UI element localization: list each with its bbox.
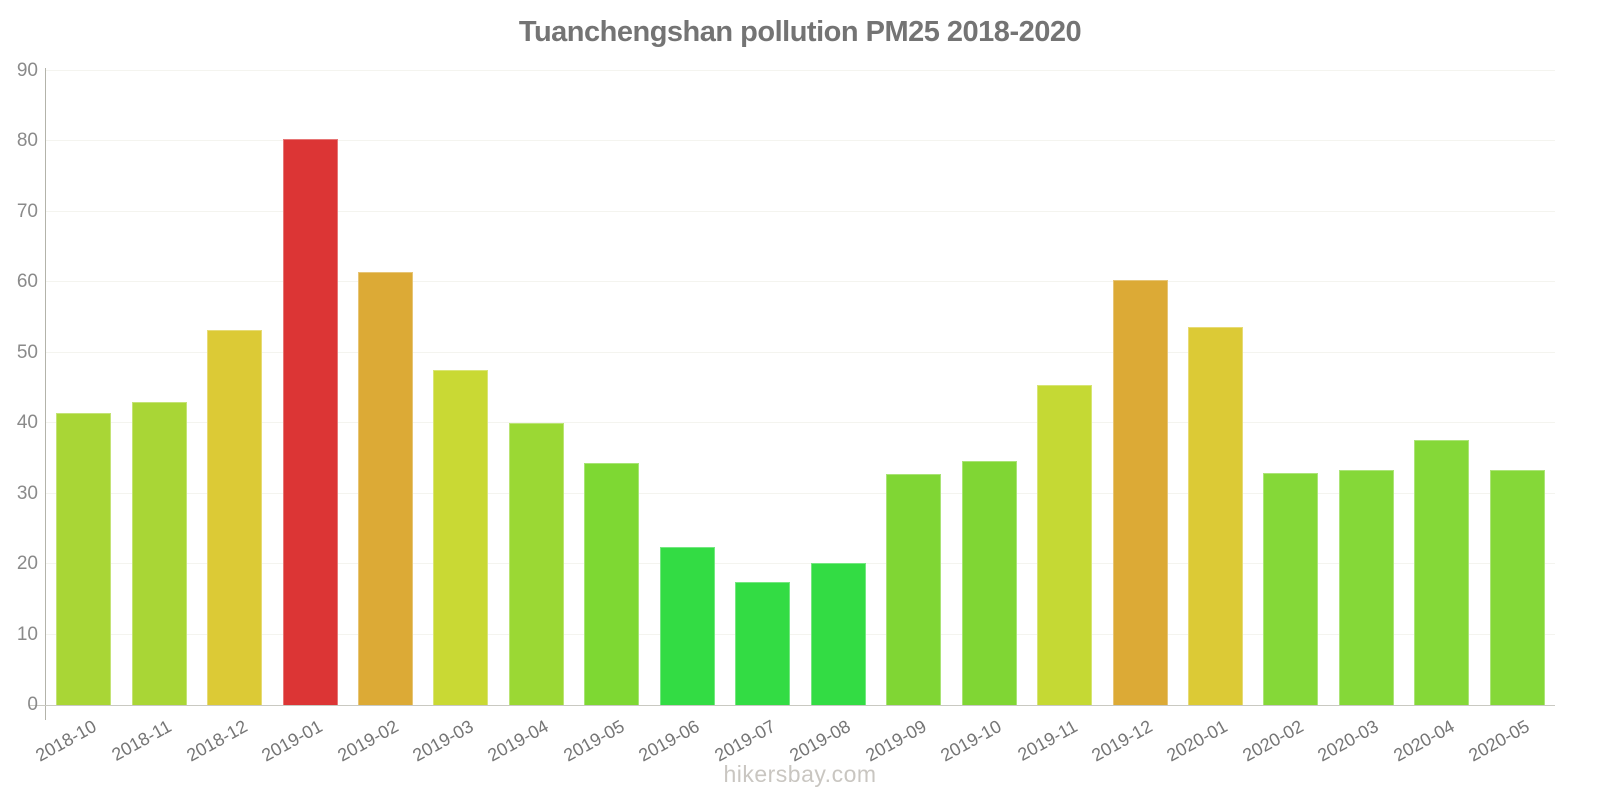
y-tick-label-10: 10 — [16, 623, 38, 645]
y-tick-label-70: 70 — [16, 200, 38, 222]
bar-2020-02 — [1263, 472, 1319, 705]
y-axis-line — [45, 68, 46, 720]
bar-2019-09 — [886, 473, 942, 705]
y-tick-label-40: 40 — [16, 412, 38, 434]
gridline-30 — [46, 492, 1555, 494]
y-tick-label-50: 50 — [16, 341, 38, 363]
watermark: hikersbay.com — [723, 761, 877, 787]
bar-2019-04 — [508, 422, 564, 705]
bar-2019-07 — [735, 582, 791, 705]
x-axis-line — [30, 705, 1555, 706]
gridline-70 — [46, 210, 1555, 212]
bar-2019-05 — [584, 462, 640, 705]
bar-2019-01 — [282, 138, 338, 705]
y-tick-label-90: 90 — [16, 60, 38, 81]
bar-2018-12 — [207, 329, 263, 705]
bar-2020-04 — [1414, 440, 1470, 705]
bar-2019-12 — [1112, 279, 1168, 705]
gridline-60 — [46, 281, 1555, 283]
y-tick-label-30: 30 — [16, 482, 38, 504]
chart-title: Tuanchengshan pollution PM25 2018-2020 — [518, 16, 1082, 48]
bar-2019-06 — [659, 547, 715, 705]
bar-2020-03 — [1338, 469, 1394, 705]
y-tick-label-0: 0 — [27, 694, 38, 715]
bar-2019-10 — [961, 460, 1017, 705]
bar-2018-11 — [131, 402, 187, 705]
bar-2019-11 — [1037, 385, 1093, 705]
bar-2020-05 — [1489, 470, 1545, 705]
bar-2018-10 — [56, 412, 112, 705]
gridline-20 — [46, 563, 1555, 565]
y-tick-label-20: 20 — [16, 553, 38, 575]
bar-2019-08 — [810, 563, 866, 705]
y-tick-label-80: 80 — [16, 130, 38, 152]
gridline-90 — [46, 70, 1555, 71]
bar-2019-03 — [433, 369, 489, 705]
plot-area — [46, 70, 1555, 705]
gridline-80 — [46, 140, 1555, 142]
gridline-40 — [46, 422, 1555, 424]
gridline-10 — [46, 633, 1555, 635]
bar-2020-01 — [1187, 327, 1243, 705]
bar-2019-02 — [358, 272, 414, 705]
y-tick-label-60: 60 — [16, 271, 38, 293]
gridline-50 — [46, 351, 1555, 353]
